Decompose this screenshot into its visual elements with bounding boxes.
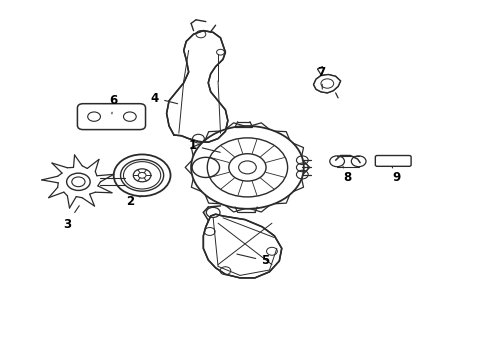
Text: 7: 7 xyxy=(318,66,326,89)
Text: 6: 6 xyxy=(109,94,117,114)
Text: 3: 3 xyxy=(63,206,79,230)
Text: 4: 4 xyxy=(151,91,178,104)
Text: 9: 9 xyxy=(392,166,400,184)
Polygon shape xyxy=(167,31,228,142)
Text: 2: 2 xyxy=(126,195,142,208)
FancyBboxPatch shape xyxy=(375,156,411,166)
Polygon shape xyxy=(203,214,282,278)
Polygon shape xyxy=(314,75,341,93)
FancyBboxPatch shape xyxy=(77,104,146,130)
Text: 1: 1 xyxy=(189,139,220,152)
Text: 5: 5 xyxy=(237,254,270,267)
Text: 8: 8 xyxy=(343,166,351,184)
